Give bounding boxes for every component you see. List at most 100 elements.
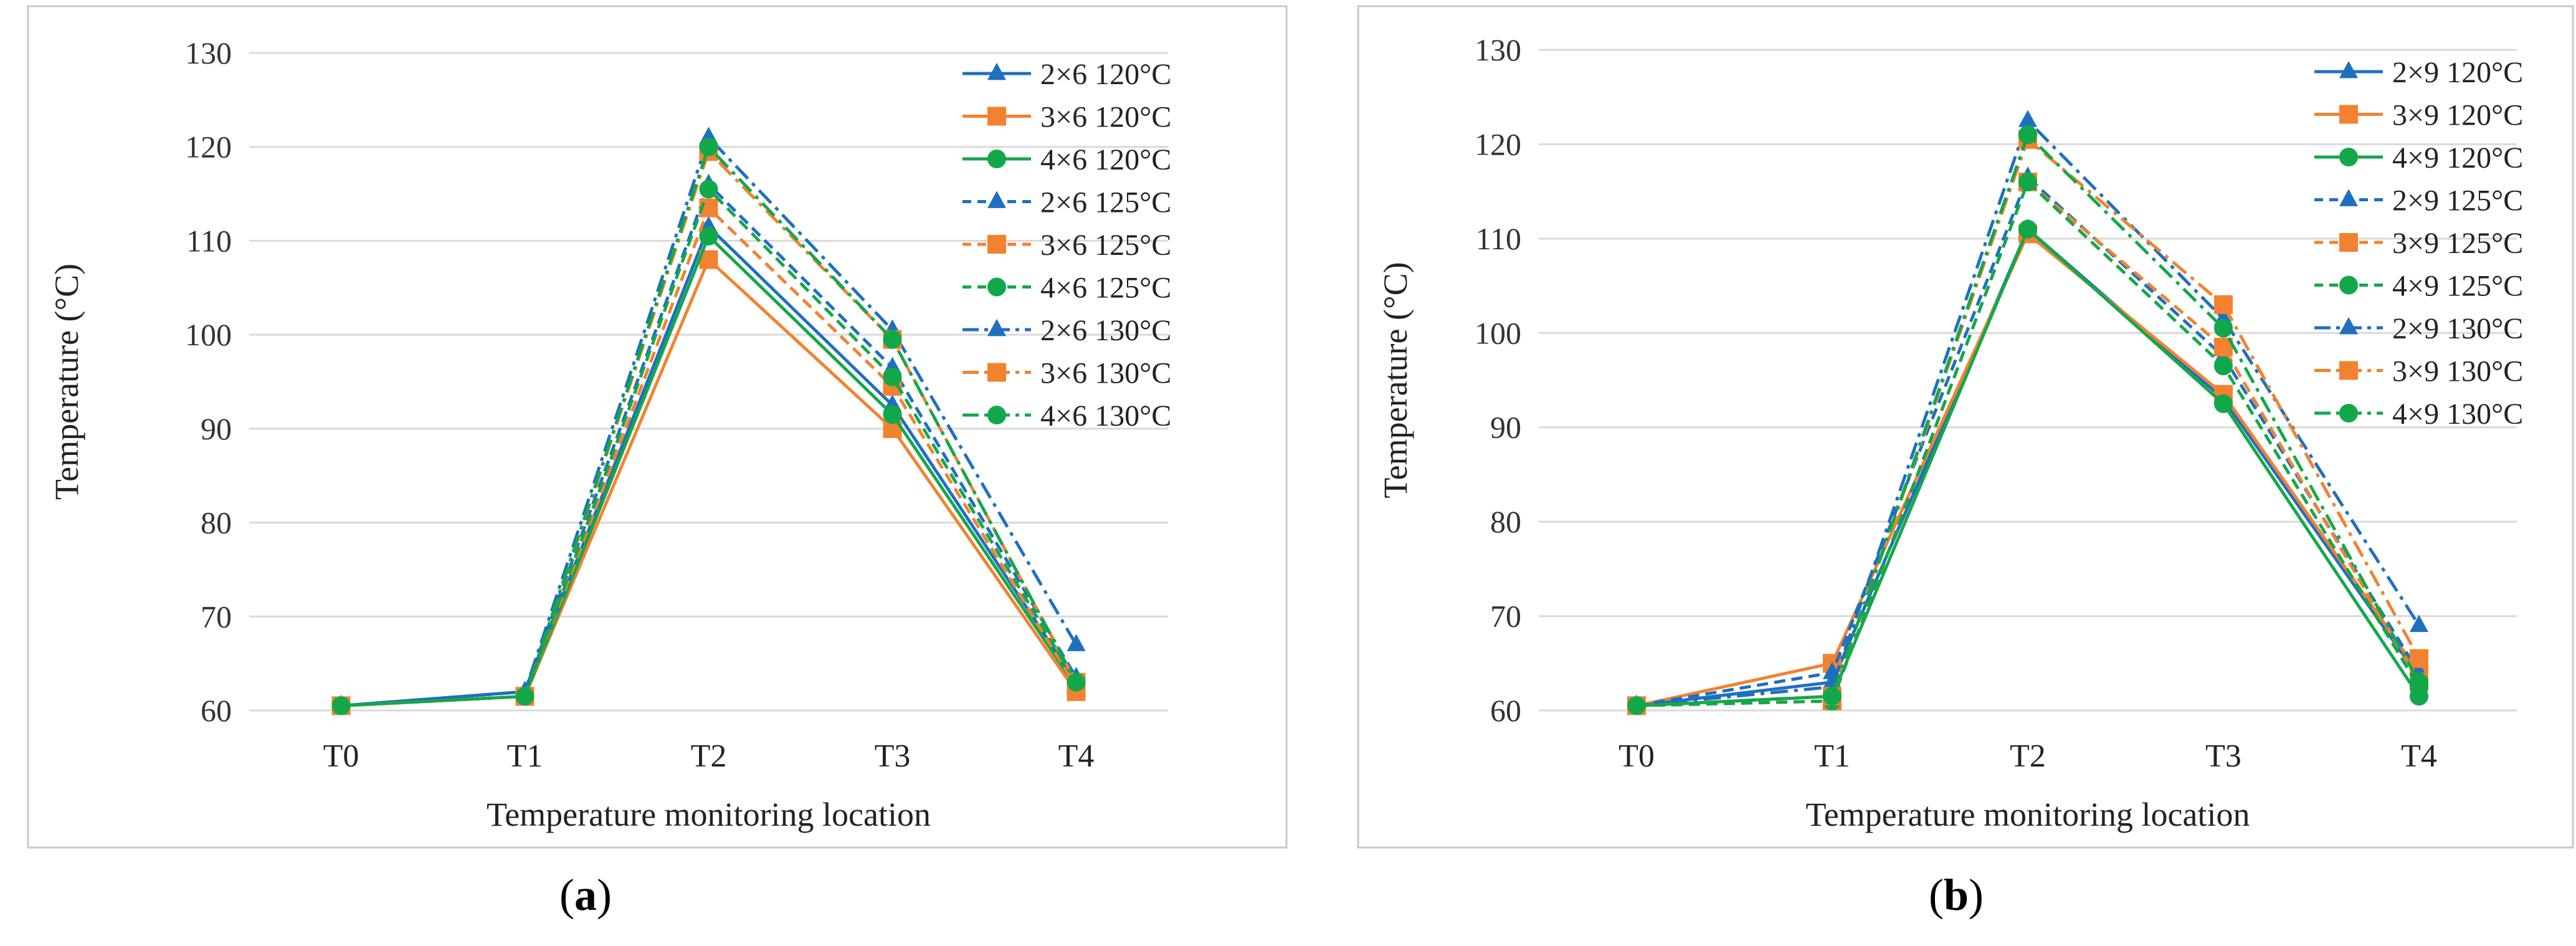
chart-a-point xyxy=(331,696,351,715)
chart-a-point xyxy=(515,687,535,706)
caption-a-open: ( xyxy=(559,870,574,920)
chart-b-point xyxy=(2018,173,2037,191)
chart-a-legend-label: 3×6 125°C xyxy=(1040,229,1171,262)
chart-a-legend-label: 3×6 120°C xyxy=(1040,101,1171,134)
chart-b-legend-marker xyxy=(2339,361,2358,380)
chart-b-legend-label: 3×9 130°C xyxy=(2392,355,2523,388)
chart-b-legend-label: 3×9 120°C xyxy=(2392,99,2523,132)
chart-b-series-line xyxy=(1636,175,2421,707)
caption-a-letter: a xyxy=(574,870,597,920)
chart-b-legend-label: 4×9 120°C xyxy=(2392,141,2523,174)
chart-b-point xyxy=(2018,219,2037,239)
chart-a-ytick-label: 130 xyxy=(185,36,232,70)
chart-panel-b: 60 70 80 90 100 110 120 130 T0 T1 T2 T3 T4 Temperatur… xyxy=(1327,0,2576,854)
chart-a-legend: 2×6 120°C 3×6 120°C 4×6 120°C 2×6 125°C 3×6 … xyxy=(962,58,1171,432)
chart-b-point xyxy=(1823,687,1842,706)
chart-b-legend-label: 4×9 125°C xyxy=(2392,270,2523,303)
chart-a-ylabel: Temperature (°C) xyxy=(48,264,85,500)
chart-b-point xyxy=(2018,125,2037,145)
chart-b-point xyxy=(2410,614,2428,633)
chart-b-ytick-label: 60 xyxy=(1490,693,1521,728)
chart-b-point xyxy=(2018,110,2037,127)
chart-a-series-line xyxy=(341,136,1078,707)
chart-b-ytick-label: 130 xyxy=(1475,32,1521,67)
caption-a-close: ) xyxy=(597,870,612,920)
chart-b-legend-label: 4×9 130°C xyxy=(2392,398,2523,431)
chart-b-point xyxy=(2214,295,2233,314)
chart-b-ytick-label: 100 xyxy=(1475,315,1521,350)
chart-a-point xyxy=(1067,634,1086,651)
chart-b-xtick-label: T1 xyxy=(1814,738,1850,774)
chart-a-point xyxy=(883,330,902,349)
chart-a-xlabel: Temperature monitoring location xyxy=(487,796,931,833)
chart-a-legend-marker xyxy=(987,406,1006,424)
chart-a-legend-label: 2×6 120°C xyxy=(1040,58,1171,91)
chart-b-point xyxy=(2214,394,2233,413)
caption-b: (b) xyxy=(1832,869,2081,921)
chart-a-legend-label: 2×6 125°C xyxy=(1040,186,1171,219)
chart-b-legend-marker xyxy=(2339,404,2358,423)
chart-b-legend-label: 2×9 125°C xyxy=(2392,184,2523,217)
chart-a-legend-marker xyxy=(987,318,1006,337)
chart-a-legend-marker xyxy=(987,150,1006,168)
chart-a-ytick-label: 90 xyxy=(201,411,232,446)
chart-b-xtick-label: T4 xyxy=(2401,738,2437,774)
chart-b-xtick-label: T3 xyxy=(2205,738,2241,774)
chart-a-point xyxy=(1067,672,1086,692)
chart-a-legend-label: 2×6 130°C xyxy=(1040,314,1171,347)
chart-a-legend-marker xyxy=(987,363,1006,382)
chart-panel-a: 60 70 80 90 100 110 120 130 T0 T1 T2 T3 T4 Temperatur… xyxy=(0,0,1290,854)
chart-a-legend-marker xyxy=(987,191,1006,208)
chart-b-legend-label: 2×9 130°C xyxy=(2392,312,2523,345)
chart-b-point xyxy=(2410,672,2428,692)
chart-b-xtick-label: T0 xyxy=(1618,738,1655,774)
chart-b-ylabel: Temperature (°C) xyxy=(1377,262,1414,498)
chart-a-xtick-label: T4 xyxy=(1058,738,1095,774)
chart-a-legend-label: 3×6 130°C xyxy=(1040,357,1171,390)
chart-b-legend: 2×9 120°C 3×9 120°C 4×9 120°C 2×9 125°C 3×9 … xyxy=(2314,56,2523,431)
chart-b-legend-marker xyxy=(2339,60,2358,79)
chart-b-legend-marker xyxy=(2339,317,2358,335)
chart-a-legend-label: 4×6 125°C xyxy=(1040,272,1171,305)
chart-a-point xyxy=(883,405,902,424)
caption-b-open: ( xyxy=(1928,870,1944,920)
chart-a-ytick-label: 120 xyxy=(185,130,232,165)
chart-a-series xyxy=(331,137,1086,715)
chart-a-ytick-label: 110 xyxy=(186,223,232,258)
chart-b-xlabel: Temperature monitoring location xyxy=(1806,796,2250,833)
chart-a-ytick-label: 80 xyxy=(201,505,232,540)
chart-b-legend-marker xyxy=(2339,189,2358,206)
chart-b-ytick-label: 80 xyxy=(1490,504,1521,539)
chart-a-series-line xyxy=(341,145,1078,707)
caption-b-letter: b xyxy=(1943,870,1969,920)
chart-a-xtick-label: T3 xyxy=(875,738,911,774)
chart-b-ytick-label: 120 xyxy=(1475,127,1521,161)
chart-a-ytick-label: 100 xyxy=(185,317,232,352)
chart-b-ytick-label: 110 xyxy=(1476,221,1521,256)
chart-b-point xyxy=(1627,696,1646,715)
chart-b-ytick-label: 90 xyxy=(1490,410,1521,445)
chart-b-legend-marker xyxy=(2339,148,2358,166)
chart-a-legend-marker xyxy=(987,277,1006,297)
chart-b-point xyxy=(2410,649,2428,668)
chart-a-legend-marker xyxy=(987,62,1006,80)
chart-a-point xyxy=(699,137,718,156)
chart-a-point xyxy=(883,367,902,386)
chart-a-legend-label: 4×6 120°C xyxy=(1040,143,1171,176)
chart-a-legend-marker xyxy=(987,235,1006,254)
chart-b-legend-label: 2×9 120°C xyxy=(2392,56,2523,89)
chart-a-xtick-label: T0 xyxy=(323,738,359,774)
chart-b-legend-marker xyxy=(2339,105,2358,124)
chart-b-legend-marker xyxy=(2339,275,2358,295)
chart-a-legend-marker xyxy=(987,107,1006,126)
chart-b: 60 70 80 90 100 110 120 130 T0 T1 T2 T3 T4 Temperatur… xyxy=(1357,5,2574,849)
chart-b-xtick-label: T2 xyxy=(2010,738,2046,774)
chart-a-point xyxy=(699,226,718,246)
chart-a-legend-label: 4×6 130°C xyxy=(1040,399,1171,432)
caption-a: (a) xyxy=(461,869,710,921)
chart-a-point xyxy=(699,179,718,199)
chart-a-xtick-label: T1 xyxy=(507,738,543,774)
chart-b-legend-label: 3×9 125°C xyxy=(2392,227,2523,260)
chart-b-series xyxy=(1627,125,2428,715)
chart-b-point xyxy=(2214,356,2233,376)
